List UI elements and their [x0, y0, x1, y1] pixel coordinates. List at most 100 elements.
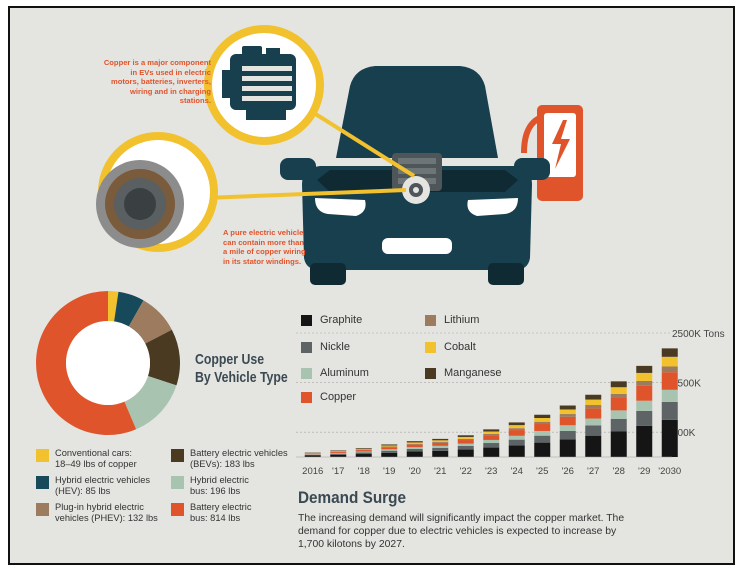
- bar-lithium-9: [534, 421, 551, 425]
- bar-nickle-6: [457, 445, 474, 450]
- motor-callout-icon: [204, 25, 416, 178]
- bar-copper-12: [610, 397, 627, 411]
- bar-aluminum-3: [381, 449, 398, 451]
- legend-swatch: [36, 503, 49, 516]
- bar-aluminum-11: [585, 418, 602, 426]
- bar-copper-5: [432, 442, 449, 446]
- legend-copper: Copper: [301, 391, 356, 403]
- x-tick-label-15: '2030: [658, 466, 681, 477]
- bar-copper-14: [661, 372, 678, 390]
- bar-graphite-12: [610, 431, 627, 457]
- y-tick-label-1: 500K: [672, 428, 696, 439]
- y-tick-label-2: 1500K: [672, 379, 701, 390]
- legend-hybrid-bus: Hybrid electric bus: 196 lbs: [171, 475, 249, 497]
- bar-manganese-14: [661, 348, 678, 357]
- bar-lithium-6: [457, 438, 474, 441]
- bar-aluminum-7: [483, 439, 500, 444]
- bar-manganese-12: [610, 381, 627, 388]
- bar-graphite-5: [432, 450, 449, 457]
- bar-cobalt-2: [355, 448, 372, 450]
- infographic: Copper is a major component in EVs used …: [8, 6, 735, 565]
- bar-cobalt-5: [432, 440, 449, 442]
- bar-graphite-3: [381, 452, 398, 457]
- bar-manganese-3: [381, 444, 398, 446]
- bar-nickle-5: [432, 447, 449, 451]
- charging-station-icon: [521, 105, 583, 201]
- bar-cobalt-1: [330, 450, 347, 452]
- bar-manganese-7: [483, 429, 500, 432]
- donut-slice-1: [108, 291, 119, 322]
- bar-cobalt-10: [559, 409, 576, 415]
- bar-copper-9: [534, 424, 551, 431]
- donut-hole: [66, 321, 150, 405]
- bar-aluminum-13: [636, 400, 653, 411]
- bar-copper-2: [355, 450, 372, 452]
- legend-lithium: Lithium: [425, 314, 479, 326]
- bar-cobalt-4: [406, 442, 423, 444]
- bar-cobalt-14: [661, 356, 678, 367]
- stator-callout-icon: [96, 132, 407, 252]
- bar-graphite-11: [585, 435, 602, 457]
- legend-swatch: [301, 391, 312, 403]
- x-tick-label-1: 2016: [302, 466, 323, 477]
- x-tick-label-14: '29: [638, 466, 650, 477]
- charts-canvas: 500K 1500K 2500K Tons 2016 '17 '18 '19 '20 '21 '2…: [36, 291, 725, 477]
- x-tick-label-11: '26: [562, 466, 574, 477]
- bar-graphite-8: [508, 445, 525, 457]
- x-tick-label-6: '21: [434, 466, 446, 477]
- bar-graphite-7: [483, 447, 500, 457]
- bar-aluminum-6: [457, 443, 474, 446]
- legend-cobalt: Cobalt: [425, 341, 476, 353]
- legend-conventional-cars: Conventional cars: 18–49 lbs of copper: [36, 448, 137, 470]
- bar-copper-6: [457, 440, 474, 444]
- bar-cobalt-7: [483, 431, 500, 434]
- bar-aluminum-9: [534, 430, 551, 436]
- bar-aluminum-2: [355, 451, 372, 453]
- legend-swatch: [171, 449, 184, 462]
- bar-lithium-11: [585, 405, 602, 409]
- bar-cobalt-8: [508, 425, 525, 429]
- x-tick-label-4: '19: [383, 466, 395, 477]
- bar-nickle-0: [304, 454, 321, 456]
- bar-nickle-3: [381, 450, 398, 453]
- donut-slice-3: [128, 300, 172, 344]
- y-tick-label-3: 2500K Tons: [672, 329, 725, 340]
- bar-copper-0: [304, 453, 321, 455]
- bar-copper-8: [508, 430, 525, 436]
- bar-nickle-2: [355, 452, 372, 455]
- bar-lithium-5: [432, 441, 449, 443]
- legend-swatch: [301, 314, 312, 326]
- bar-lithium-14: [661, 366, 678, 373]
- x-tick-label-3: '18: [358, 466, 370, 477]
- bar-nickle-10: [559, 430, 576, 440]
- legend-swatch: [36, 476, 49, 489]
- copper-use-title-line-1: Copper Use: [195, 351, 265, 368]
- bar-manganese-8: [508, 422, 525, 426]
- bar-copper-4: [406, 444, 423, 448]
- legend-swatch: [36, 449, 49, 462]
- bar-cobalt-6: [457, 436, 474, 439]
- x-tick-label-9: '24: [511, 466, 523, 477]
- legend-swatch: [301, 367, 312, 379]
- bar-graphite-10: [559, 439, 576, 457]
- bar-cobalt-11: [585, 399, 602, 406]
- x-tick-label-13: '28: [613, 466, 625, 477]
- bar-graphite-0: [304, 455, 321, 457]
- x-tick-label-2: '17: [332, 466, 344, 477]
- copper-use-donut-chart: [36, 291, 180, 435]
- legend-nickle: Nickle: [301, 341, 350, 353]
- bar-nickle-12: [610, 418, 627, 432]
- bar-graphite-4: [406, 451, 423, 457]
- demand-surge-text: The increasing demand will significantly…: [298, 513, 625, 550]
- legend-manganese: Manganese: [425, 367, 502, 379]
- bar-copper-13: [636, 385, 653, 401]
- bar-manganese-9: [534, 414, 551, 419]
- bar-lithium-8: [508, 428, 525, 431]
- bar-nickle-13: [636, 410, 653, 426]
- donut-slice-2: [114, 291, 144, 327]
- bar-cobalt-12: [610, 387, 627, 394]
- legend-swatch: [171, 503, 184, 516]
- bar-manganese-2: [355, 448, 372, 449]
- bar-nickle-8: [508, 439, 525, 446]
- bar-graphite-6: [457, 449, 474, 457]
